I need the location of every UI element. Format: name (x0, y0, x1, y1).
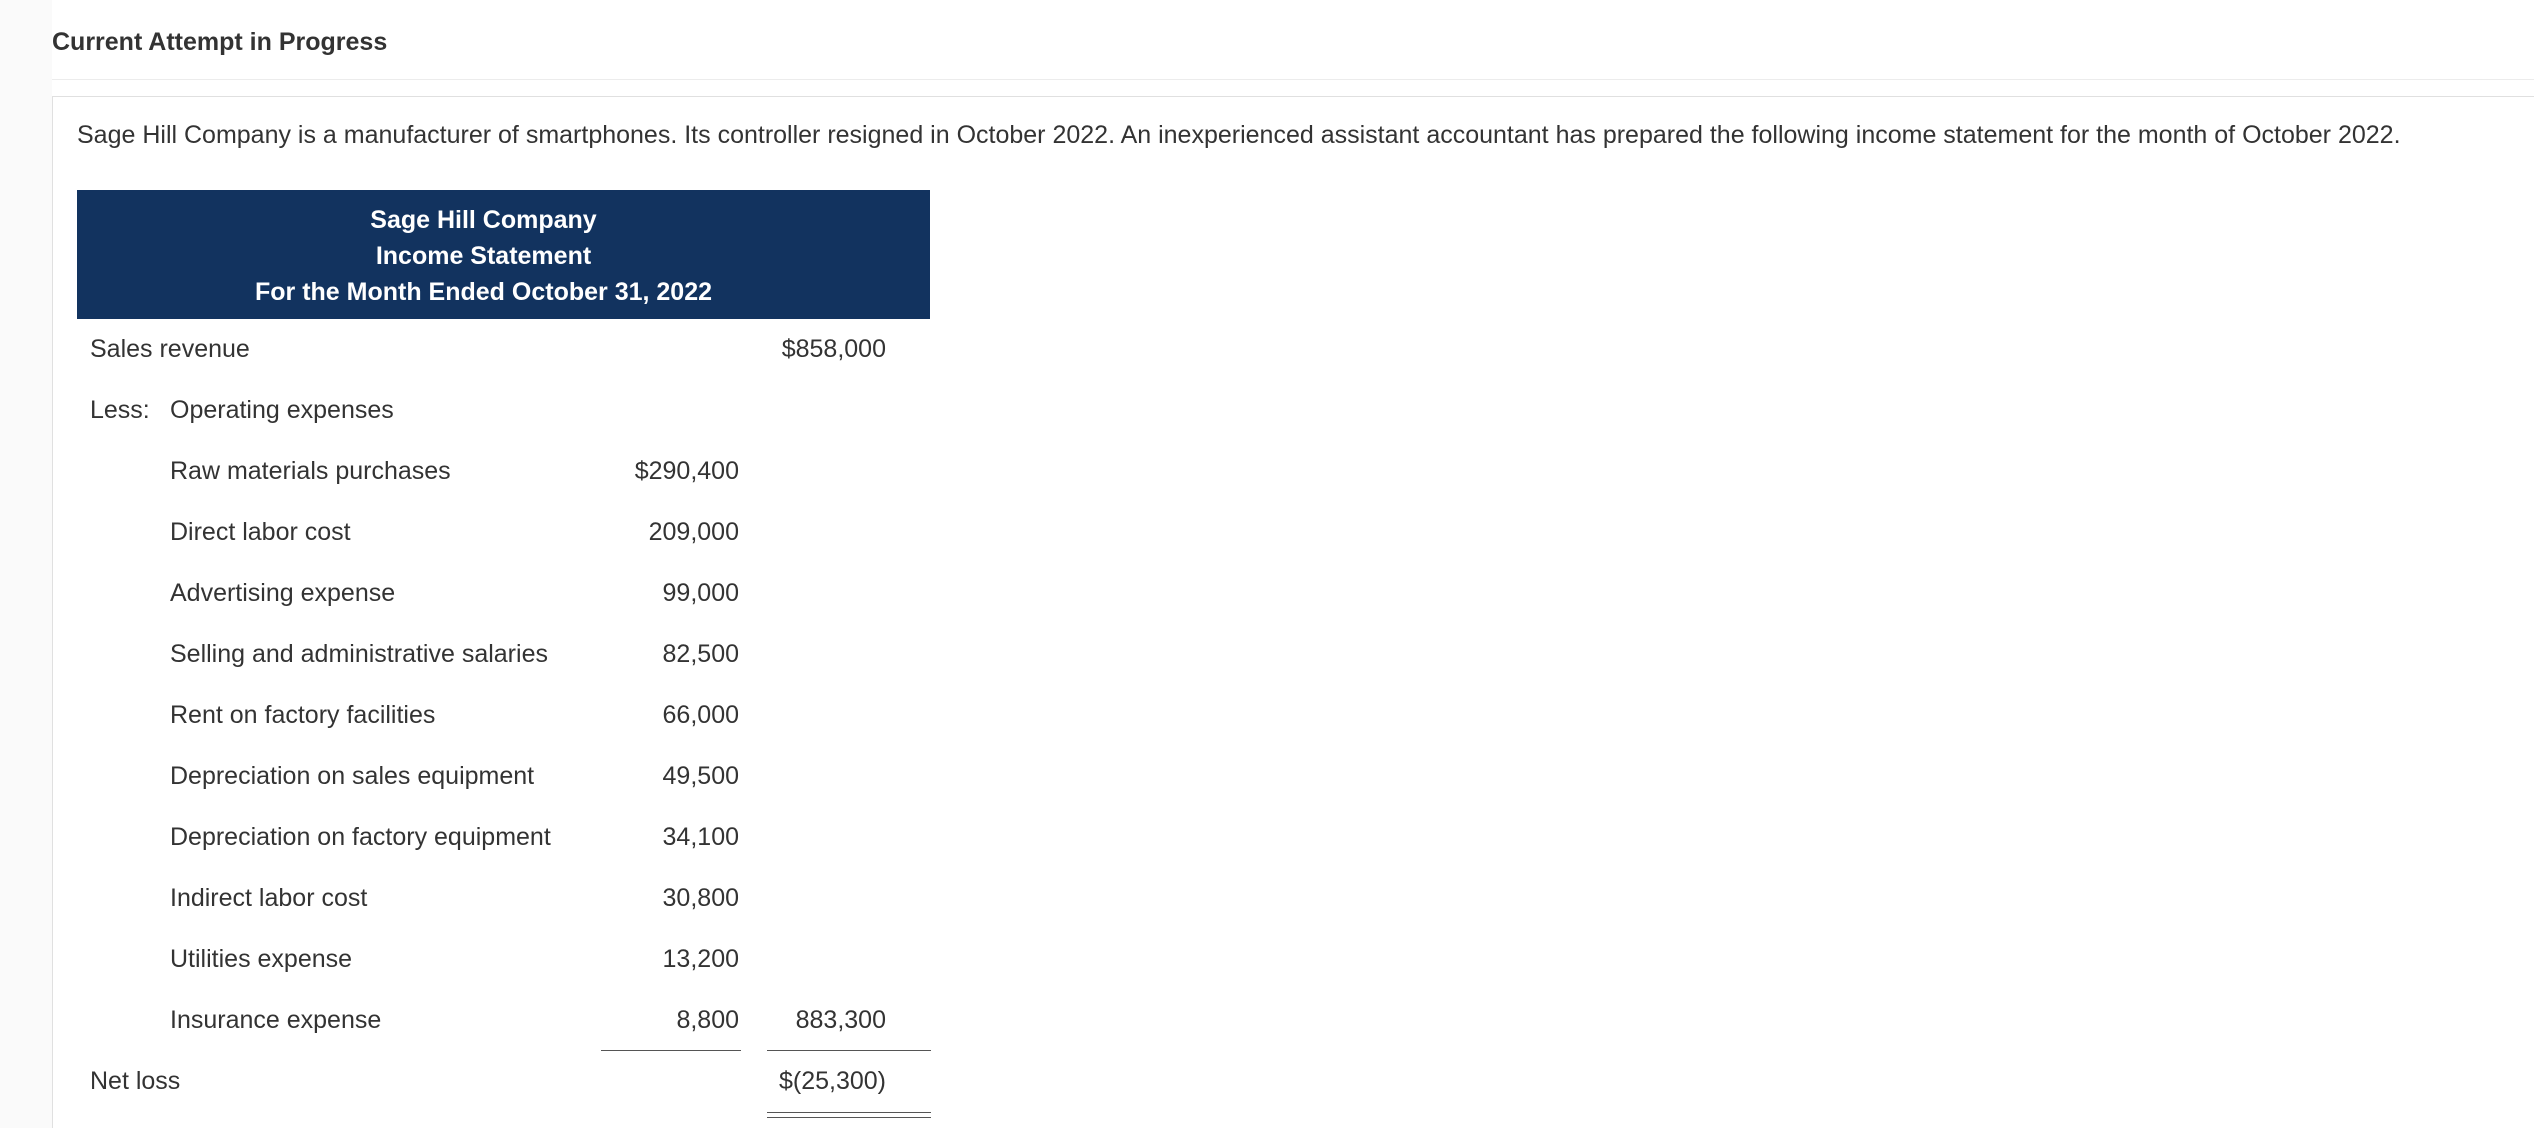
subtotal-underline (601, 1050, 741, 1051)
sales-revenue-amount: $858,000 (781, 335, 886, 363)
left-gutter (0, 0, 52, 1128)
expense-row: Direct labor cost 209,000 (77, 502, 930, 563)
income-statement: Sage Hill Company Income Statement For t… (77, 190, 931, 1118)
expense-amount: 82,500 (662, 640, 739, 668)
question-prompt: Sage Hill Company is a manufacturer of s… (77, 121, 2401, 149)
net-loss-amount: $(25,300) (778, 1067, 886, 1095)
expense-row: Rent on factory facilities 66,000 (77, 685, 930, 746)
row-sales-revenue: Sales revenue $858,000 (77, 319, 930, 380)
net-loss-double-underline (767, 1112, 931, 1118)
statement-header: Sage Hill Company Income Statement For t… (77, 190, 930, 319)
expense-label: Utilities expense (170, 945, 353, 973)
expense-row: Depreciation on sales equipment 49,500 (77, 746, 930, 807)
attempt-title: Current Attempt in Progress (52, 28, 388, 56)
expense-amount: 34,100 (662, 823, 739, 851)
expense-row: Advertising expense 99,000 (77, 563, 930, 624)
expense-label: Selling and administrative salaries (170, 640, 548, 668)
total-underline (767, 1050, 931, 1051)
expense-amount: 99,000 (662, 579, 739, 607)
expense-row: Selling and administrative salaries 82,5… (77, 624, 930, 685)
expense-label: Depreciation on sales equipment (170, 762, 535, 790)
net-loss-label: Net loss (90, 1067, 181, 1095)
expense-label: Advertising expense (170, 579, 396, 607)
expense-label: Depreciation on factory equipment (170, 823, 551, 851)
expense-row: Depreciation on factory equipment 34,100 (77, 807, 930, 868)
expense-row-last: Insurance expense 8,800 883,300 (77, 990, 931, 1051)
row-net-loss: Net loss $(25,300) (77, 1051, 931, 1118)
expense-label: Direct labor cost (170, 518, 351, 546)
expense-amount: $290,400 (634, 457, 739, 485)
expense-label: Raw materials purchases (170, 457, 451, 485)
question-panel: Sage Hill Company is a manufacturer of s… (52, 96, 2534, 1128)
attempt-header: Current Attempt in Progress (52, 0, 2534, 80)
row-operating-expenses: Less: Operating expenses (77, 380, 930, 441)
sales-revenue-label: Sales revenue (90, 335, 250, 363)
expense-row: Utilities expense 13,200 (77, 929, 930, 990)
expense-label: Indirect labor cost (170, 884, 368, 912)
operating-expenses-label: Operating expenses (170, 396, 394, 424)
total-expenses-amount: 883,300 (795, 1006, 886, 1034)
statement-company: Sage Hill Company (370, 206, 597, 234)
expense-amount: 49,500 (662, 762, 739, 790)
expense-amount: 8,800 (676, 1006, 739, 1034)
expense-label: Insurance expense (170, 1006, 382, 1034)
expense-row: Raw materials purchases $290,400 (77, 441, 930, 502)
less-label: Less: (90, 396, 150, 424)
expense-label: Rent on factory facilities (170, 701, 436, 729)
expense-amount: 13,200 (662, 945, 739, 973)
expense-amount: 209,000 (648, 518, 739, 546)
statement-rows: Sales revenue $858,000 Less: Operating e… (77, 319, 931, 1118)
statement-title: Income Statement (375, 242, 592, 270)
statement-period: For the Month Ended October 31, 2022 (254, 278, 713, 306)
expense-row: Indirect labor cost 30,800 (77, 868, 930, 929)
expense-amount: 66,000 (662, 701, 739, 729)
expense-amount: 30,800 (662, 884, 739, 912)
